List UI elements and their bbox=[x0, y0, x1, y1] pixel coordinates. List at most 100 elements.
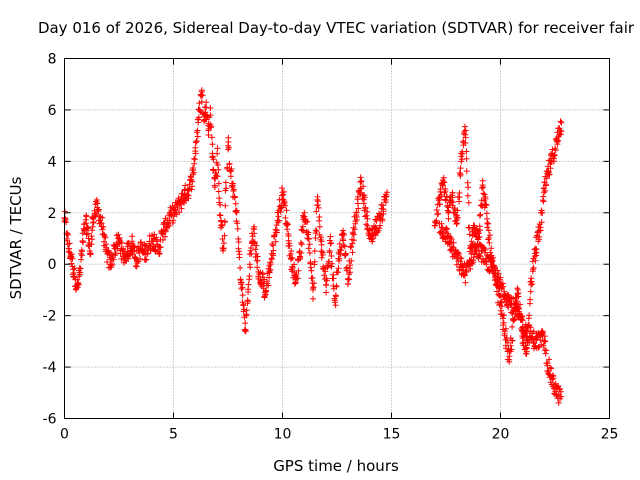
data-point bbox=[327, 240, 334, 247]
data-point bbox=[208, 123, 215, 130]
data-point bbox=[301, 209, 308, 216]
data-point bbox=[448, 236, 455, 242]
data-point bbox=[466, 224, 473, 231]
data-point bbox=[230, 180, 237, 187]
data-point bbox=[526, 312, 533, 319]
data-point bbox=[504, 339, 511, 346]
data-point bbox=[235, 248, 242, 255]
data-point bbox=[259, 274, 266, 281]
data-point bbox=[436, 196, 443, 203]
data-point bbox=[125, 239, 132, 246]
data-point bbox=[488, 245, 495, 252]
data-point bbox=[548, 365, 555, 372]
data-point bbox=[456, 190, 463, 196]
x-tick-label: 15 bbox=[383, 427, 401, 443]
data-point bbox=[542, 350, 549, 357]
data-point bbox=[336, 240, 343, 247]
data-point bbox=[340, 230, 347, 237]
data-point bbox=[333, 282, 340, 289]
data-point bbox=[310, 295, 316, 302]
y-tick-label: -4 bbox=[43, 360, 57, 376]
data-point bbox=[514, 286, 521, 293]
data-point bbox=[100, 224, 107, 230]
data-point bbox=[532, 257, 539, 264]
data-point bbox=[65, 245, 72, 252]
data-point bbox=[467, 266, 474, 272]
data-point bbox=[111, 245, 118, 252]
data-point bbox=[251, 230, 258, 237]
data-point bbox=[80, 239, 86, 246]
data-point bbox=[176, 209, 183, 216]
data-point bbox=[382, 199, 389, 206]
data-point bbox=[215, 180, 222, 187]
data-point bbox=[512, 299, 519, 306]
data-point bbox=[347, 262, 354, 269]
data-point bbox=[84, 224, 91, 231]
data-point bbox=[189, 178, 196, 185]
data-point bbox=[482, 246, 489, 253]
data-point bbox=[546, 356, 553, 363]
data-point bbox=[159, 237, 166, 243]
data-point bbox=[350, 231, 357, 238]
data-point bbox=[360, 183, 367, 190]
data-point bbox=[315, 204, 322, 211]
data-point bbox=[291, 261, 298, 268]
data-point bbox=[276, 217, 282, 224]
data-point bbox=[115, 231, 122, 238]
data-point bbox=[98, 220, 105, 227]
data-point bbox=[281, 199, 288, 206]
data-point bbox=[201, 117, 207, 124]
data-point bbox=[185, 186, 192, 193]
data-point bbox=[464, 192, 471, 199]
data-point bbox=[159, 230, 166, 237]
data-point bbox=[168, 212, 175, 219]
data-point bbox=[522, 330, 529, 337]
data-point bbox=[273, 222, 280, 229]
data-point bbox=[462, 127, 469, 134]
data-point bbox=[209, 153, 216, 160]
data-point bbox=[196, 106, 203, 113]
data-points bbox=[61, 87, 565, 406]
data-point bbox=[532, 245, 539, 252]
data-point bbox=[536, 227, 543, 234]
data-point bbox=[488, 256, 495, 263]
data-point bbox=[277, 208, 284, 215]
data-point bbox=[282, 202, 289, 209]
data-point bbox=[94, 204, 101, 211]
data-point bbox=[245, 281, 252, 288]
data-point bbox=[369, 238, 376, 245]
data-point bbox=[229, 184, 236, 191]
data-point bbox=[539, 209, 546, 216]
data-point bbox=[282, 214, 289, 221]
data-point bbox=[66, 240, 73, 247]
data-point bbox=[542, 338, 549, 345]
data-point bbox=[485, 220, 492, 227]
data-point bbox=[362, 204, 369, 211]
data-point bbox=[538, 219, 545, 226]
data-point bbox=[78, 248, 85, 255]
data-point bbox=[529, 266, 536, 273]
data-point bbox=[331, 297, 338, 304]
data-point bbox=[373, 217, 380, 224]
y-tick-label: 2 bbox=[48, 206, 57, 222]
data-point bbox=[487, 232, 493, 239]
data-point bbox=[218, 222, 225, 229]
data-point bbox=[146, 240, 153, 247]
data-point bbox=[181, 191, 188, 198]
data-point bbox=[477, 211, 484, 218]
data-point bbox=[541, 346, 548, 353]
data-point bbox=[242, 320, 249, 327]
data-point bbox=[74, 284, 81, 291]
data-point bbox=[493, 281, 500, 288]
data-point bbox=[341, 243, 348, 250]
data-point bbox=[515, 305, 522, 311]
data-point bbox=[83, 220, 90, 227]
data-point bbox=[214, 161, 221, 168]
data-point bbox=[543, 181, 549, 188]
data-point bbox=[322, 268, 329, 275]
data-point bbox=[278, 204, 285, 211]
data-point bbox=[445, 215, 452, 222]
data-point bbox=[328, 240, 335, 246]
data-point bbox=[482, 195, 489, 202]
data-point bbox=[81, 227, 88, 234]
